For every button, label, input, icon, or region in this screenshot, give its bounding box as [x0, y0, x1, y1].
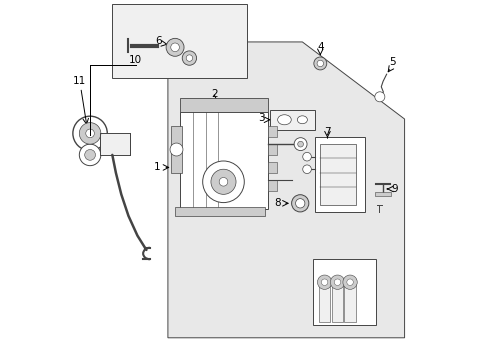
Circle shape [321, 279, 328, 285]
Circle shape [334, 279, 341, 285]
Bar [112, 4, 247, 78]
Circle shape [171, 43, 179, 51]
Bar [344, 279, 356, 321]
Circle shape [79, 123, 101, 144]
Circle shape [347, 279, 353, 285]
Text: 4: 4 [317, 42, 323, 51]
Circle shape [85, 149, 96, 160]
Circle shape [317, 60, 323, 67]
Text: 11: 11 [73, 76, 86, 86]
Polygon shape [180, 98, 269, 112]
Ellipse shape [278, 115, 291, 125]
Circle shape [166, 39, 184, 56]
Text: 3: 3 [258, 113, 265, 123]
Circle shape [303, 152, 311, 161]
Circle shape [295, 199, 305, 208]
Circle shape [170, 143, 183, 156]
Bar [319, 279, 330, 321]
Text: 8: 8 [274, 198, 281, 208]
Circle shape [292, 195, 309, 212]
Bar [315, 137, 365, 212]
Text: 9: 9 [392, 184, 398, 194]
Bar [268, 180, 276, 191]
Circle shape [318, 275, 332, 289]
Circle shape [294, 138, 307, 150]
Circle shape [211, 169, 236, 194]
Text: 10: 10 [129, 55, 142, 65]
Bar [313, 259, 376, 325]
Bar [172, 126, 181, 173]
Circle shape [343, 275, 357, 289]
Text: 1: 1 [154, 162, 160, 172]
Polygon shape [270, 110, 315, 130]
Circle shape [73, 116, 107, 150]
Circle shape [186, 55, 193, 61]
Bar [320, 144, 356, 205]
Text: 7: 7 [324, 127, 331, 136]
Polygon shape [168, 42, 405, 338]
Bar [100, 134, 130, 155]
Circle shape [79, 144, 101, 166]
Text: 6: 6 [155, 36, 162, 46]
Bar [268, 126, 276, 137]
Circle shape [375, 92, 385, 102]
Circle shape [86, 129, 95, 138]
Circle shape [182, 51, 196, 65]
Circle shape [330, 275, 344, 289]
Circle shape [203, 161, 245, 203]
Text: 2: 2 [211, 89, 218, 99]
Bar [268, 144, 276, 155]
Text: 5: 5 [390, 57, 396, 67]
Circle shape [314, 57, 327, 70]
Bar [175, 207, 265, 216]
Bar [268, 162, 276, 173]
Circle shape [219, 177, 228, 186]
Bar [332, 279, 343, 321]
Bar [180, 112, 269, 209]
Circle shape [303, 165, 311, 174]
Circle shape [298, 141, 303, 147]
Ellipse shape [297, 116, 307, 124]
Bar [375, 192, 392, 196]
